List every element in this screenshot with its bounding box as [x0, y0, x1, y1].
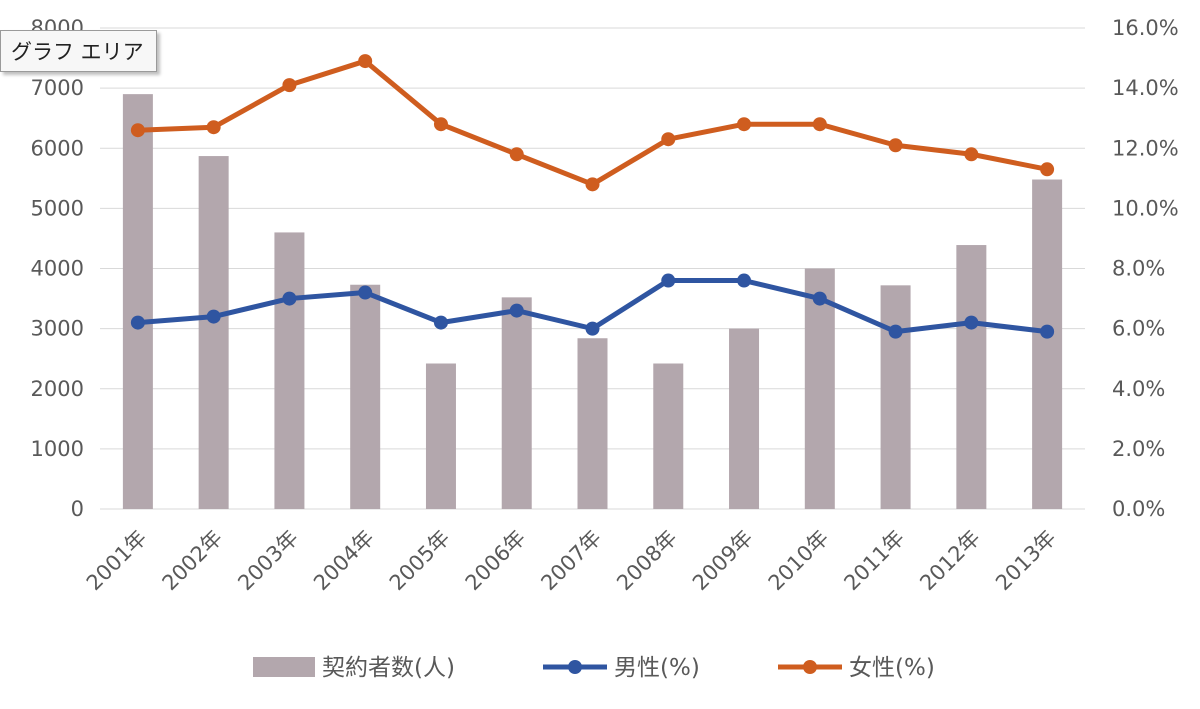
right-axis-tick-label: 2.0%: [1112, 437, 1165, 461]
x-axis-tick-label: 2004年: [309, 526, 379, 596]
legend-marker-female: [803, 660, 817, 674]
female-point: [282, 78, 297, 93]
male-point: [585, 321, 600, 336]
bar: [653, 363, 684, 509]
x-axis-tick-label: 2012年: [915, 526, 985, 596]
female-point: [737, 117, 752, 132]
left-axis-tick-label: 4000: [31, 257, 84, 281]
male-point: [737, 273, 752, 288]
right-axis-tick-label: 6.0%: [1112, 317, 1165, 341]
bar: [956, 245, 987, 509]
female-point: [358, 54, 373, 69]
female-point: [1040, 162, 1055, 177]
x-axis-tick-label: 2009年: [688, 526, 758, 596]
female-point: [812, 117, 827, 132]
x-axis-tick-label: 2007年: [536, 526, 606, 596]
bar: [804, 268, 835, 509]
female-series-line: [137, 58, 1048, 187]
bar: [729, 328, 760, 509]
right-axis-tick-label: 4.0%: [1112, 377, 1165, 401]
male-point: [433, 315, 448, 330]
female-point: [433, 117, 448, 132]
male-point: [509, 303, 524, 318]
right-axis-tick-label: 14.0%: [1112, 76, 1179, 100]
female-point: [964, 147, 979, 162]
female-point: [585, 177, 600, 192]
left-axis-tick-label: 2000: [31, 377, 84, 401]
bar: [425, 363, 456, 509]
left-axis-tick-label: 7000: [31, 76, 84, 100]
chart-area-tooltip: グラフ エリア: [0, 30, 157, 72]
female-point: [206, 120, 221, 135]
right-axis-tick-label: 0.0%: [1112, 497, 1165, 521]
left-axis-tick-label: 1000: [31, 437, 84, 461]
legend-marker-male: [568, 660, 582, 674]
legend: 契約者数(人) 男性(%) 女性(%): [253, 655, 935, 681]
x-axis: 2001年 2002年 2003年 2004年 2005年 2006年 2007年 2008年…: [82, 526, 1061, 596]
male-point: [812, 291, 827, 306]
x-axis-tick-label: 2006年: [461, 526, 531, 596]
legend-swatch-bar: [253, 657, 315, 677]
left-axis-tick-label: 3000: [31, 317, 84, 341]
bar: [880, 285, 911, 509]
female-point: [888, 138, 903, 153]
x-axis-tick-label: 2001年: [82, 526, 152, 596]
male-point: [358, 285, 373, 300]
male-point: [282, 291, 297, 306]
right-axis: 0.0% 2.0% 4.0% 6.0% 8.0% 10.0% 12.0% 14.0% 16.0%: [1112, 16, 1179, 521]
x-axis-tick-label: 2011年: [839, 526, 909, 596]
right-axis-tick-label: 10.0%: [1112, 196, 1179, 220]
x-axis-tick-label: 2010年: [764, 526, 834, 596]
x-axis-tick-label: 2005年: [385, 526, 455, 596]
male-point: [1040, 324, 1055, 339]
right-axis-tick-label: 16.0%: [1112, 16, 1179, 40]
female-point: [661, 132, 676, 147]
x-axis-tick-label: 2013年: [991, 526, 1061, 596]
x-axis-tick-label: 2003年: [233, 526, 303, 596]
right-axis-tick-label: 12.0%: [1112, 136, 1179, 160]
female-point: [509, 147, 524, 162]
bar: [274, 232, 305, 510]
left-axis-tick-label: 0: [71, 497, 84, 521]
bar: [1032, 179, 1063, 509]
male-point: [888, 324, 903, 339]
bar: [501, 297, 532, 509]
line-series: [130, 54, 1055, 339]
female-point: [130, 123, 145, 138]
male-point: [206, 309, 221, 324]
right-axis-tick-label: 8.0%: [1112, 257, 1165, 281]
legend-label-bar: 契約者数(人): [322, 655, 455, 681]
legend-label-male: 男性(%): [614, 655, 700, 681]
left-axis-tick-label: 6000: [31, 136, 84, 160]
bar: [122, 94, 153, 509]
bar: [198, 156, 229, 509]
bar: [577, 338, 608, 509]
legend-label-female: 女性(%): [849, 655, 935, 681]
gridlines: [100, 27, 1085, 510]
bar-series: [122, 94, 1063, 510]
male-point: [964, 315, 979, 330]
x-axis-tick-label: 2008年: [612, 526, 682, 596]
left-axis-tick-label: 5000: [31, 196, 84, 220]
bar: [350, 284, 381, 509]
male-point: [130, 315, 145, 330]
x-axis-tick-label: 2002年: [158, 526, 228, 596]
male-point: [661, 273, 676, 288]
